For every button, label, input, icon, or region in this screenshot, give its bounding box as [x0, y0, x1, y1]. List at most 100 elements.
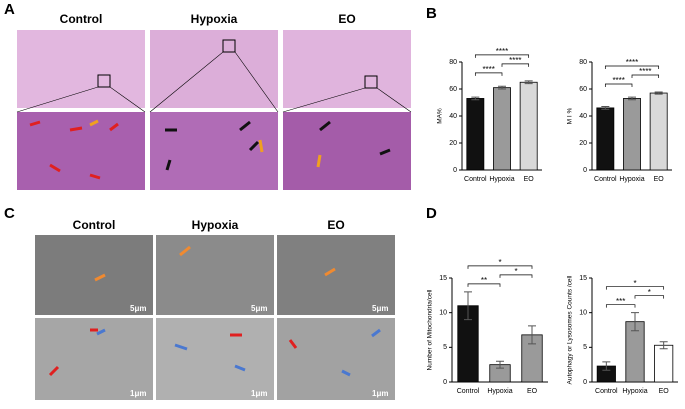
zoom-line: [149, 51, 279, 113]
y-axis-label: MA%: [437, 108, 444, 124]
scale-label: 1μm: [372, 389, 388, 398]
arrow: [48, 328, 298, 377]
y-tick-label: 20: [579, 140, 587, 147]
y-tick-label: 0: [443, 379, 447, 386]
panel-c-images: [35, 235, 395, 400]
y-tick-label: 80: [579, 59, 587, 66]
error-bar: [498, 85, 506, 90]
significance-bracket: [631, 74, 660, 78]
y-tick-label: 20: [449, 140, 457, 147]
x-tick-label: Hypoxia: [487, 388, 512, 395]
panel-label: D: [426, 205, 437, 222]
significance-label: *: [633, 279, 636, 288]
zoom-line: [282, 87, 412, 113]
significance-bracket: [604, 83, 633, 87]
error-bar: [602, 361, 611, 371]
significance-bracket: [604, 65, 660, 69]
y-axis-label: Autophagy or Lysosomes Counts /cell: [567, 275, 574, 384]
error-bar: [659, 341, 668, 350]
x-tick-label: EO: [654, 176, 665, 183]
y-tick-label: 5: [443, 344, 447, 351]
x-tick-label: Hypoxia: [489, 176, 514, 183]
error-bar: [628, 96, 636, 101]
y-tick-label: 15: [579, 275, 587, 282]
x-tick-label: Hypoxia: [622, 388, 647, 395]
significance-label: **: [481, 276, 487, 285]
bar: [466, 98, 485, 171]
significance-label: ****: [496, 47, 508, 56]
significance-bracket: [474, 72, 503, 76]
significance-label: ****: [612, 76, 624, 85]
he-zoom-image: [150, 112, 278, 190]
significance-bracket: [499, 274, 533, 278]
arrow: [94, 245, 336, 282]
significance-bracket: [467, 283, 501, 287]
scale-label: 5μm: [372, 304, 388, 313]
he-zoom-image: [283, 112, 411, 190]
significance-label: *: [498, 258, 501, 267]
significance-label: ****: [509, 56, 521, 65]
panel-label: C: [4, 205, 15, 222]
panel-label: A: [4, 1, 15, 18]
error-bar: [496, 360, 504, 369]
y-tick-label: 40: [579, 113, 587, 120]
scale-label: 1μm: [130, 389, 146, 398]
error-bar: [654, 91, 663, 95]
y-tick-label: 80: [449, 59, 457, 66]
error-bar: [464, 291, 472, 321]
image-label: EO: [327, 218, 344, 232]
arrow: [165, 120, 391, 171]
arrow: [29, 120, 119, 180]
significance-bracket: [501, 63, 530, 67]
tem-zoom-image: [35, 318, 153, 400]
bar: [519, 81, 538, 171]
x-tick-label: EO: [524, 176, 535, 183]
y-tick-label: 0: [583, 167, 587, 174]
image-label: Control: [60, 12, 103, 26]
y-tick-label: 10: [439, 310, 447, 317]
he-image: [283, 30, 411, 108]
error-bar: [601, 106, 610, 110]
bar: [623, 98, 641, 171]
x-tick-label: Control: [594, 176, 617, 183]
significance-bracket: [605, 304, 636, 308]
y-tick-label: 10: [579, 310, 587, 317]
x-tick-label: Control: [457, 388, 480, 395]
tem-image: [35, 235, 153, 315]
tem-image: [156, 235, 274, 315]
y-tick-label: 0: [583, 379, 587, 386]
x-tick-label: Control: [464, 176, 487, 183]
bar: [596, 107, 615, 171]
significance-label: *: [514, 267, 517, 276]
bar: [649, 92, 668, 171]
y-tick-label: 40: [449, 113, 457, 120]
panel-a-images: [16, 30, 412, 190]
error-bar: [528, 325, 536, 345]
significance-label: ****: [626, 58, 638, 67]
significance-bracket: [467, 265, 533, 269]
image-label: Hypoxia: [192, 218, 239, 232]
significance-label: ***: [616, 297, 625, 306]
he-image: [17, 30, 145, 108]
scale-label: 5μm: [251, 304, 267, 313]
zoom-line: [16, 86, 146, 113]
y-tick-label: 15: [439, 275, 447, 282]
significance-label: ****: [639, 67, 651, 76]
image-label: Control: [73, 218, 116, 232]
x-tick-label: Control: [595, 388, 618, 395]
significance-bracket: [634, 295, 665, 299]
significance-label: ****: [482, 65, 494, 74]
arrow: [96, 328, 381, 377]
y-tick-label: 5: [583, 344, 587, 351]
y-tick-label: 60: [579, 86, 587, 93]
y-tick-label: 60: [449, 86, 457, 93]
he-image: [150, 30, 278, 108]
error-bar: [471, 96, 480, 101]
image-label: Hypoxia: [191, 12, 238, 26]
scale-label: 5μm: [130, 304, 146, 313]
x-tick-label: Hypoxia: [619, 176, 644, 183]
tem-zoom-image: [156, 318, 274, 400]
error-bar: [631, 312, 639, 332]
y-axis-label: Number of Mitochondria/cell: [427, 289, 434, 370]
